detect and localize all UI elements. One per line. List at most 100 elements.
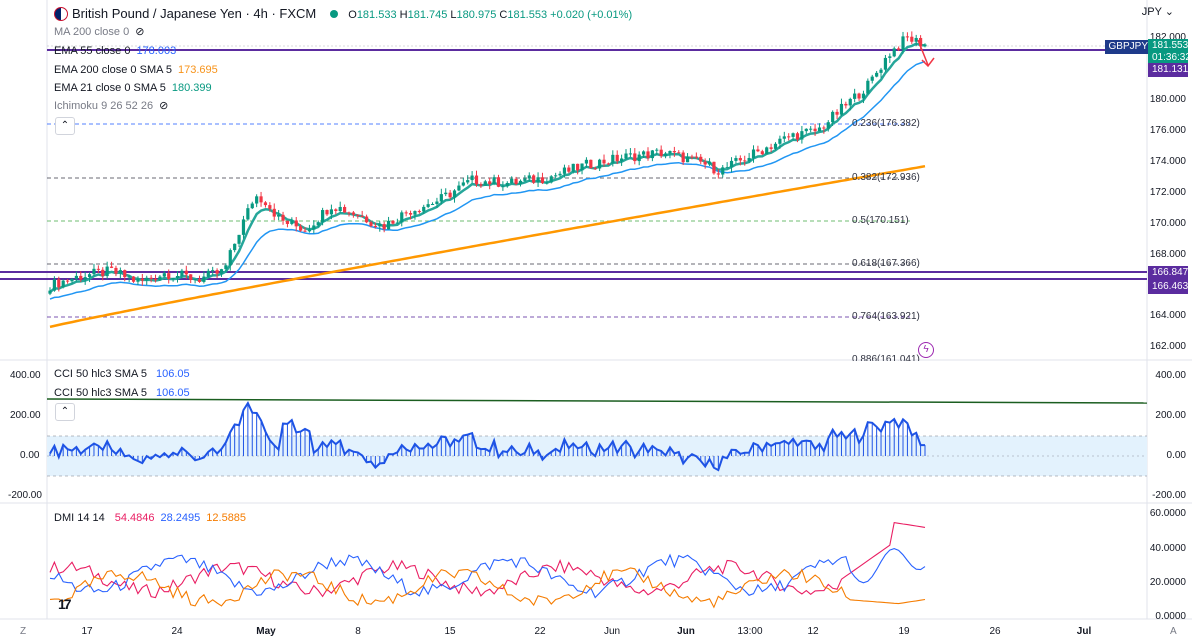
collapse-cci-button[interactable]: ⌃ bbox=[55, 403, 75, 421]
candle-body bbox=[127, 276, 131, 278]
dmi-legend[interactable]: DMI 14 14 54.4846 28.2495 12.5885 bbox=[54, 512, 247, 524]
legend-ema200[interactable]: EMA 200 close 0 SMA 5 173.695 bbox=[54, 64, 218, 76]
candle-body bbox=[580, 163, 584, 171]
candle-body bbox=[668, 151, 672, 154]
moving-averages bbox=[49, 42, 926, 329]
candle-body bbox=[505, 182, 509, 187]
price-tick: 174.000 bbox=[1149, 156, 1186, 167]
candle-body bbox=[197, 279, 202, 282]
candle-body bbox=[782, 136, 786, 139]
candle-body bbox=[241, 219, 246, 235]
candle-body bbox=[105, 266, 109, 277]
candle-body bbox=[725, 167, 729, 169]
candle-body bbox=[540, 177, 545, 183]
candle-body bbox=[145, 277, 149, 281]
eye-off-icon[interactable]: ⊘ bbox=[135, 26, 145, 38]
current-price-tag: 181.553 bbox=[1148, 39, 1188, 53]
cci-tick-left: 200.00 bbox=[10, 410, 41, 421]
candle-body bbox=[299, 226, 303, 231]
time-tick: Jun bbox=[603, 626, 621, 637]
candle-body bbox=[910, 36, 914, 42]
auto-scale-button[interactable]: A bbox=[1170, 626, 1177, 637]
cci-histogram bbox=[46, 398, 1148, 477]
tradingview-logo[interactable]: 17 bbox=[58, 596, 72, 612]
dmi-tick: 40.0000 bbox=[1149, 543, 1186, 554]
candle-body bbox=[180, 270, 184, 277]
zoom-button[interactable]: Z bbox=[20, 626, 27, 637]
candle-body bbox=[751, 149, 756, 158]
candle-body bbox=[321, 210, 325, 223]
candle-body bbox=[562, 167, 567, 174]
minus-di-line bbox=[49, 548, 926, 599]
candle-body bbox=[769, 147, 773, 149]
candle-body bbox=[892, 48, 896, 57]
candle-body bbox=[294, 220, 298, 227]
candle-body bbox=[501, 186, 505, 188]
arrow-drawing[interactable] bbox=[917, 39, 935, 68]
currency-selector[interactable]: JPY ⌄ bbox=[1141, 6, 1174, 18]
candle-body bbox=[83, 277, 87, 280]
candle-body bbox=[576, 163, 580, 171]
candle-body bbox=[672, 151, 676, 153]
candle-body bbox=[844, 103, 848, 106]
candle-body bbox=[835, 111, 839, 115]
candle-body bbox=[162, 273, 166, 277]
candle-body bbox=[558, 173, 562, 176]
symbol-badge[interactable]: GBPJPY bbox=[1104, 40, 1152, 54]
candle-body bbox=[87, 274, 92, 278]
cci-legend[interactable]: CCI 50 hlc3 SMA 5 106.05 bbox=[54, 387, 190, 399]
candle-body bbox=[919, 37, 923, 47]
candle-body bbox=[510, 178, 514, 183]
candle-body bbox=[677, 152, 681, 154]
candle-body bbox=[92, 268, 96, 275]
candle-body bbox=[527, 175, 531, 179]
candle-body bbox=[861, 93, 866, 99]
candle-body bbox=[391, 220, 395, 224]
candle-body bbox=[233, 243, 237, 251]
cci-legend[interactable]: CCI 50 hlc3 SMA 5 106.05 bbox=[54, 368, 190, 380]
candle-body bbox=[96, 268, 100, 270]
candle-body bbox=[364, 216, 369, 223]
time-tick: 15 bbox=[444, 626, 456, 637]
candle-body bbox=[813, 128, 817, 132]
candle-body bbox=[457, 185, 461, 191]
ohlc-readout: O181.533 H181.745 L180.975 C181.553 +0.0… bbox=[348, 9, 633, 21]
candle-body bbox=[48, 290, 52, 294]
symbol-header[interactable]: British Pound / Japanese Yen · 4h · FXCM… bbox=[54, 5, 632, 23]
candle-body bbox=[158, 276, 162, 281]
candle-body bbox=[888, 56, 892, 58]
candle-body bbox=[734, 158, 738, 161]
candle-body bbox=[615, 154, 619, 162]
cci-trend-line bbox=[46, 398, 1148, 404]
collapse-legend-button[interactable]: ⌃ bbox=[55, 117, 75, 135]
candle-body bbox=[483, 181, 487, 186]
candle-body bbox=[518, 180, 523, 185]
dmi-tick: 20.0000 bbox=[1149, 577, 1186, 588]
candle-body bbox=[589, 159, 593, 169]
candle-body bbox=[791, 133, 795, 137]
candle-body bbox=[923, 44, 927, 47]
candle-body bbox=[716, 173, 720, 175]
legend-ma200[interactable]: MA 200 close 0 ⊘ bbox=[54, 26, 145, 38]
legend-ichimoku[interactable]: Ichimoku 9 26 52 26 ⊘ bbox=[54, 100, 169, 112]
lightning-icon[interactable]: ϟ bbox=[918, 342, 934, 358]
candle-body bbox=[866, 80, 870, 94]
eye-off-icon[interactable]: ⊘ bbox=[159, 100, 169, 112]
candle-body bbox=[452, 190, 457, 198]
legend-ema21[interactable]: EMA 21 close 0 SMA 5 180.399 bbox=[54, 82, 212, 94]
fibonacci-levels[interactable] bbox=[47, 123, 910, 318]
candle-body bbox=[848, 98, 852, 106]
market-open-icon bbox=[330, 10, 339, 18]
candle-body bbox=[624, 153, 628, 159]
fib-label: 0.764(163.921) bbox=[852, 311, 920, 322]
candle-body bbox=[628, 153, 633, 155]
candle-body bbox=[857, 93, 861, 99]
candle-body bbox=[681, 152, 685, 163]
candle-body bbox=[488, 181, 492, 185]
candle-body bbox=[685, 156, 690, 163]
legend-ema55[interactable]: EMA 55 close 0 178.003 bbox=[54, 45, 177, 57]
candle-body bbox=[131, 276, 136, 282]
dmi-tick: 0.0000 bbox=[1155, 611, 1186, 622]
candle-body bbox=[382, 224, 386, 230]
